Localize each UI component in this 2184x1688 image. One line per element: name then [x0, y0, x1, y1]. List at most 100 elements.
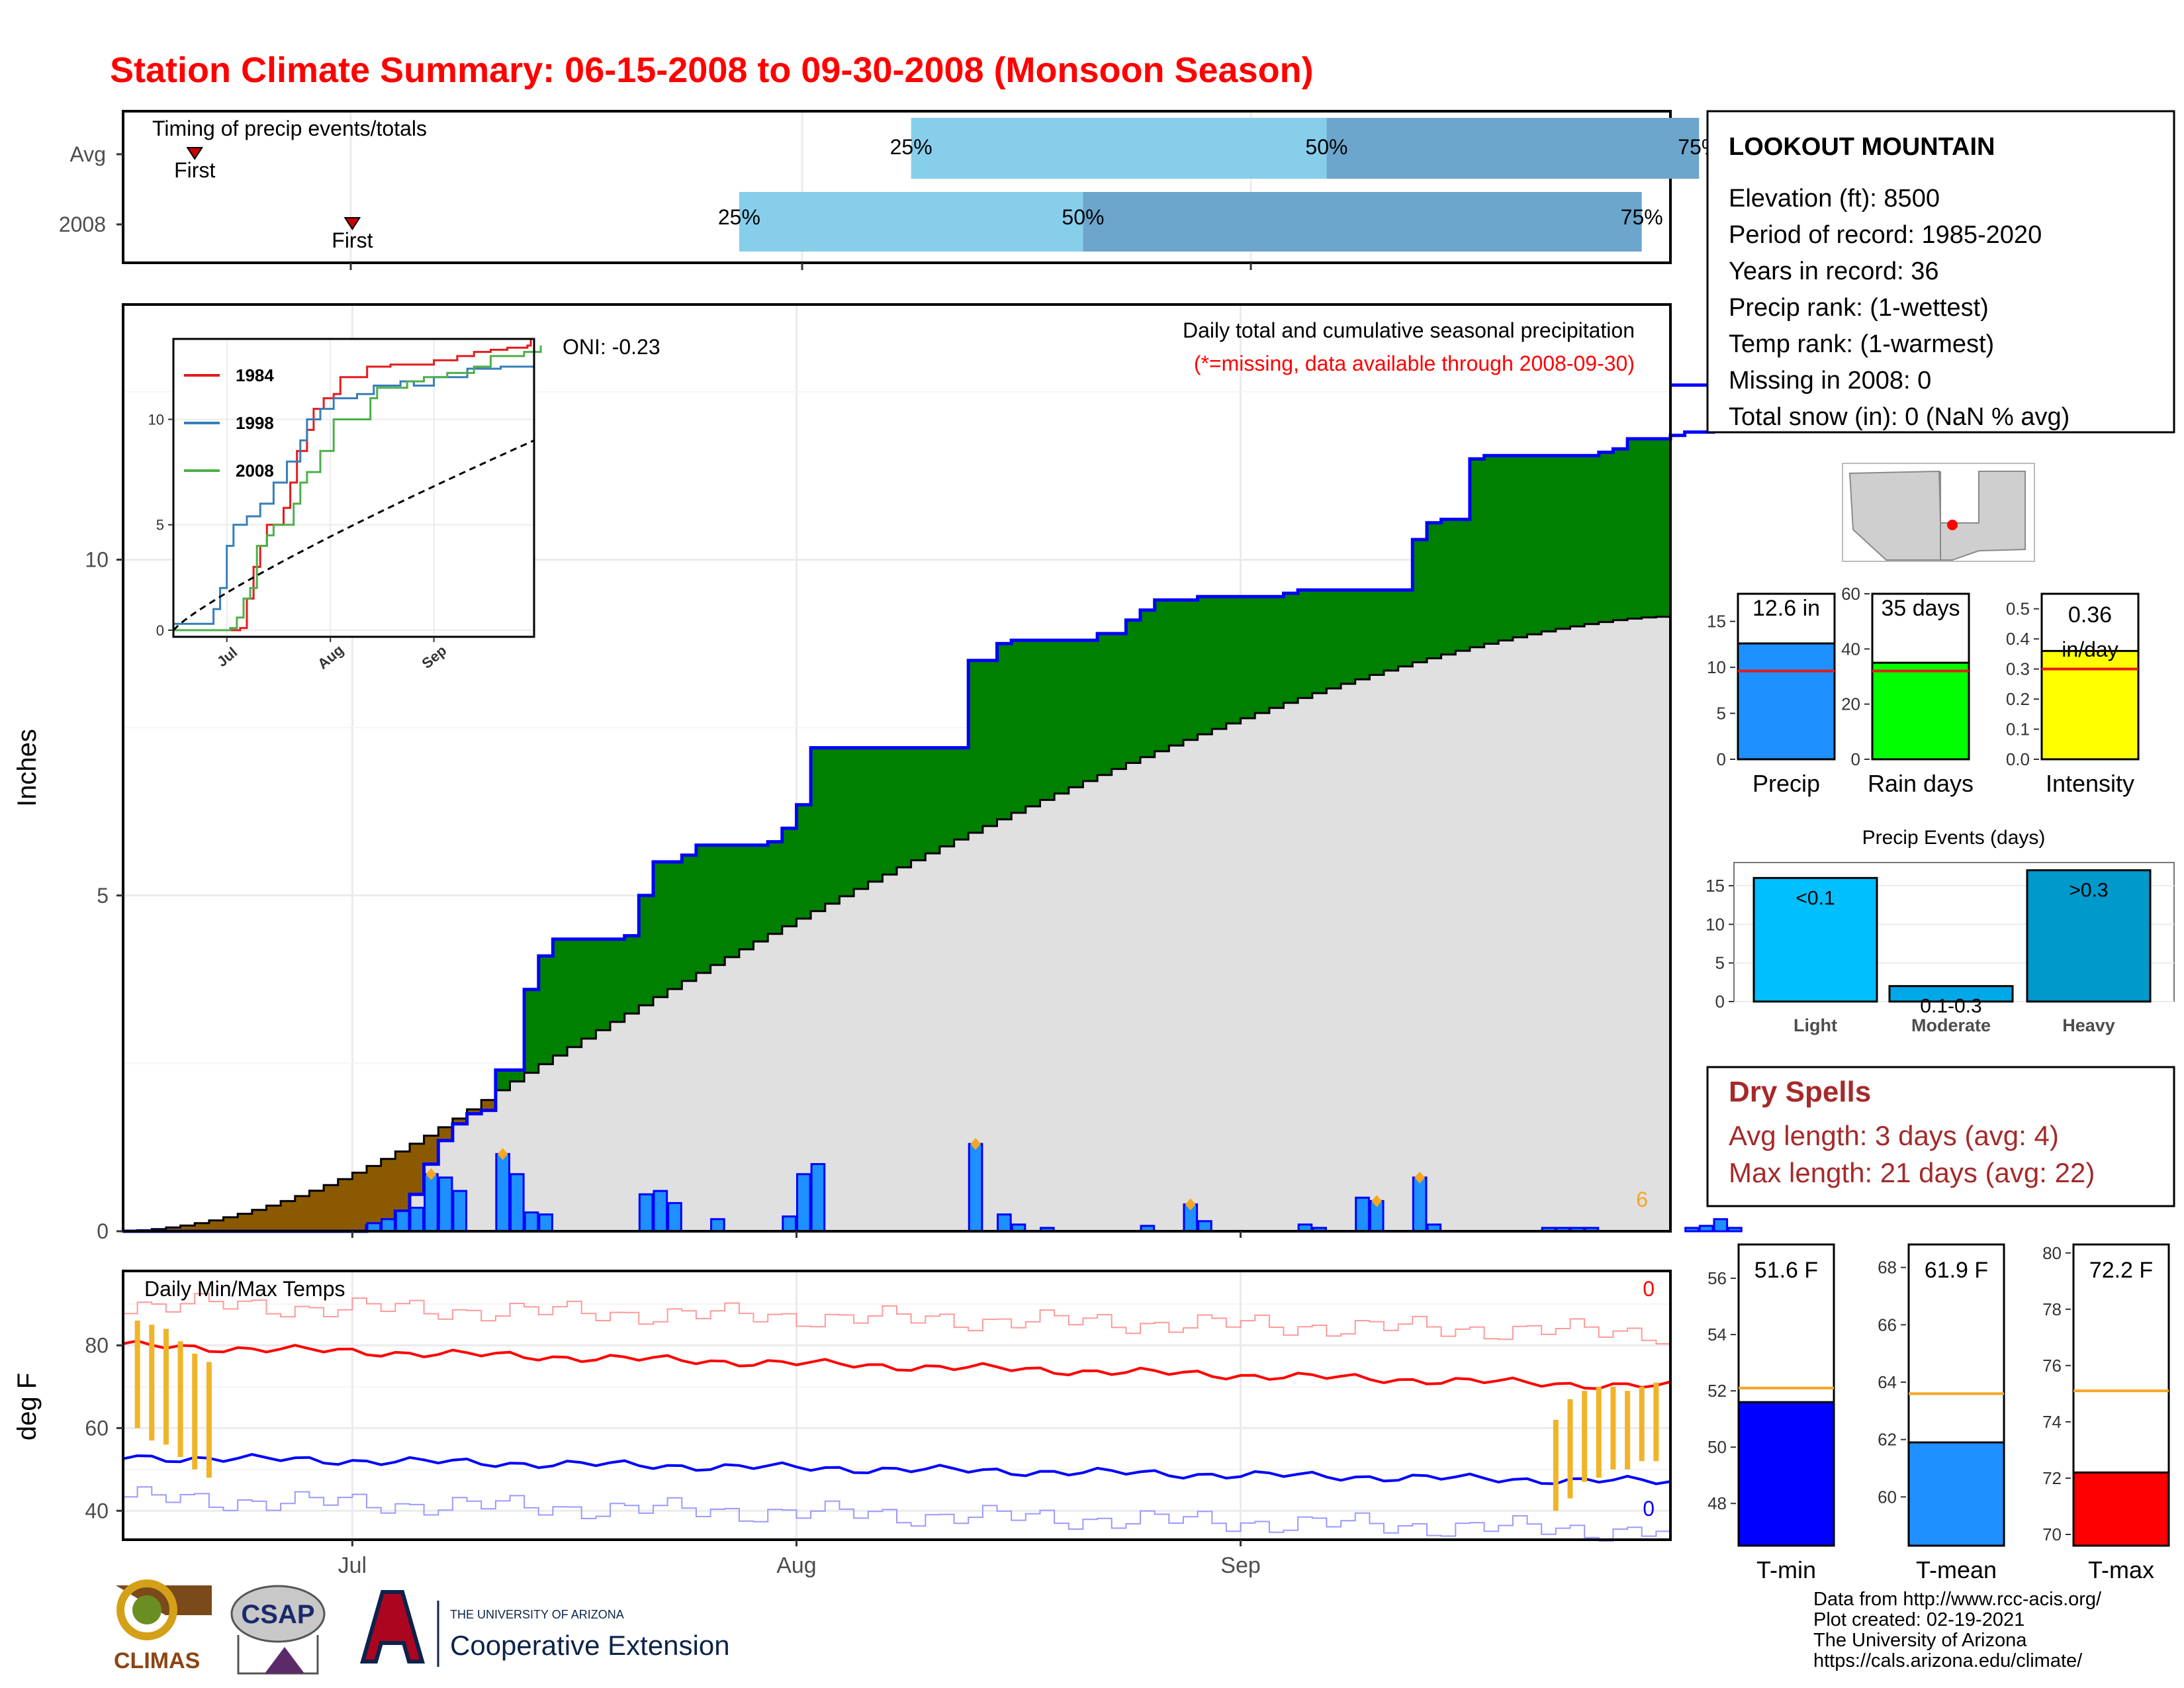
- inset-legend-label-1998: 1998: [236, 413, 274, 433]
- oni-label: ONI: -0.23: [563, 335, 660, 359]
- summary-bar-name-2: Intensity: [2046, 770, 2134, 797]
- temps-count-top: 0: [1643, 1277, 1655, 1301]
- summary-tick-label-2-0.1: 0.1: [2006, 720, 2030, 739]
- daily-precip-bar-7: [495, 1152, 511, 1233]
- footer-credits: Data from http://www.rcc-acis.org/ Plot …: [1813, 1589, 2102, 1671]
- timing-bar-q25-q50-2008: [739, 192, 1083, 252]
- temp-tick-label-2-80: 80: [2042, 1243, 2062, 1263]
- station-years: Years in record: 36: [1729, 258, 1939, 285]
- temps-panel-title: Daily Min/Max Temps: [144, 1277, 345, 1301]
- footer-plot-created: Plot created: 02-19-2021: [1813, 1609, 2025, 1630]
- precip-y-tick-label-10: 10: [85, 548, 109, 572]
- anomaly-temp-bar-7: [1567, 1399, 1573, 1499]
- inset-line-1984: [173, 339, 532, 632]
- temp-bar-name-0: T-min: [1756, 1556, 1816, 1583]
- events-bar-label-light: <0.1: [1796, 887, 1835, 909]
- timing-bar-q50-q75-Avg: [1326, 118, 1700, 179]
- summary-bar-1: [1871, 661, 1970, 761]
- daily-precip-bar-37: [1713, 1218, 1729, 1233]
- anomaly-temp-bar-6: [1553, 1419, 1559, 1511]
- station-name: LOOKOUT MOUNTAIN: [1729, 133, 1995, 161]
- timing-panel: 25%50%75%FirstLast25%50%75%FirstLast Tim…: [59, 110, 1720, 270]
- timing-panel-title: Timing of precip events/totals: [152, 117, 427, 140]
- timing-pct-label-2008-2: 75%: [1621, 205, 1663, 229]
- precip-y-tick-label-0: 0: [97, 1219, 109, 1243]
- summary-tick-label-2-0.5: 0.5: [2006, 599, 2030, 619]
- temp-tick-label-1-68: 68: [1878, 1258, 1897, 1278]
- temp-bar-name-1: T-mean: [1916, 1556, 1997, 1583]
- timing-bar-q50-q75-2008: [1083, 192, 1642, 252]
- daily-precip-bar-6: [452, 1190, 468, 1233]
- summary-bar-charts: 0 5 10 15 12.6 in Precip 0 20 40 60 35 days Rain da…: [1707, 584, 2140, 797]
- page-title: Station Climate Summary: 06-15-2008 to 0…: [110, 50, 1314, 90]
- events-bar-label-heavy: >0.3: [2069, 880, 2108, 902]
- summary-tick-label-2-0.4: 0.4: [2006, 629, 2030, 649]
- dry-spells-avg: Avg length: 3 days (avg: 4): [1729, 1120, 2059, 1151]
- inset-average-line: [172, 439, 535, 632]
- daily-precip-bar-29: [1412, 1176, 1428, 1233]
- ua-logo-top-text: THE UNIVERSITY OF ARIZONA: [450, 1608, 624, 1621]
- inset-y-tick-label-5: 5: [156, 517, 164, 534]
- anomaly-temp-bar-12: [1639, 1386, 1645, 1462]
- daily-precip-bar-3: [409, 1206, 425, 1233]
- temps-panel-frame: [122, 1270, 1672, 1541]
- timing-row-label-avg: Avg: [69, 142, 106, 166]
- summary-bar-2: [2040, 649, 2140, 761]
- month-label-0: Jul: [338, 1553, 367, 1578]
- summary-bar-name-1: Rain days: [1868, 770, 1974, 797]
- daily-precip-bar-9: [523, 1211, 539, 1233]
- station-elevation: Elevation (ft): 8500: [1729, 185, 1940, 212]
- station-snow: Total snow (in): 0 (NaN % avg): [1729, 403, 2070, 431]
- daily-max-marker-4: [1371, 1195, 1383, 1207]
- summary-tick-label-2-0: 0.0: [2006, 749, 2030, 769]
- daily-max-marker-0: [426, 1168, 437, 1180]
- temp-tick-label-1-60: 60: [1878, 1487, 1897, 1507]
- daily-precip-bar-10: [538, 1213, 553, 1233]
- daily-precip-bar-17: [810, 1163, 826, 1233]
- temp-tick-label-2-74: 74: [2042, 1412, 2062, 1432]
- temps-y-axis-label: deg F: [13, 1373, 42, 1440]
- daily-precip-bar-15: [782, 1215, 797, 1233]
- temp-value-label-1: 61.9 F: [1925, 1258, 1988, 1283]
- daily-max-marker-2: [970, 1138, 981, 1150]
- inset-legend-label-1984: 1984: [236, 365, 274, 385]
- summary-tick-label-1-40: 40: [1841, 639, 1860, 659]
- temp-tick-label-2-72: 72: [2042, 1468, 2062, 1488]
- dry-spells-title: Dry Spells: [1729, 1076, 1871, 1108]
- timing-bar-q25-q50-Avg: [911, 118, 1327, 179]
- footer-website: https://cals.arizona.edu/climate/: [1813, 1650, 2083, 1671]
- daily-precip-bar-27: [1355, 1196, 1370, 1233]
- timing-pct-label-2008-0: 25%: [718, 205, 760, 229]
- temp-tick-label-1-64: 64: [1878, 1372, 1897, 1392]
- daily-max-marker-1: [497, 1148, 508, 1160]
- events-tick-label-15: 15: [1706, 876, 1725, 896]
- missing-count-label: 6: [1636, 1188, 1648, 1211]
- daily-precip-bar-13: [667, 1201, 682, 1233]
- footer-university: The University of Arizona: [1813, 1630, 2027, 1651]
- temp-value-label-2: 72.2 F: [2089, 1258, 2153, 1283]
- daily-precip-bar-11: [638, 1193, 654, 1233]
- summary-tick-label-0-15: 15: [1707, 612, 1726, 632]
- inset-line-1998: [173, 364, 535, 625]
- month-label-2: Sep: [1220, 1553, 1261, 1578]
- daily-max-marker-3: [1185, 1198, 1196, 1211]
- summary-value-label-0: 12.6 in: [1752, 596, 1820, 621]
- daily-precip-bar-24: [1197, 1220, 1212, 1233]
- daily-precip-bar-5: [437, 1176, 453, 1233]
- station-info-box: LOOKOUT MOUNTAIN Elevation (ft): 8500 Pe…: [1706, 110, 2175, 434]
- summary-tick-label-0-0: 0: [1717, 749, 1726, 769]
- temp-bar-2: [2072, 1471, 2170, 1547]
- anomaly-temp-bar-4: [192, 1353, 198, 1470]
- above-average-area: [495, 438, 1670, 1090]
- precip-panel-frame: [122, 303, 1672, 1233]
- anomaly-temp-bar-13: [1653, 1382, 1659, 1462]
- station-precip-rank: Precip rank: (1-wettest): [1729, 294, 1989, 322]
- anomaly-temp-bar-8: [1582, 1391, 1588, 1482]
- daily-precip-bar-18: [968, 1143, 983, 1233]
- events-category-light: Light: [1794, 1015, 1837, 1035]
- summary-value-unit-2: in/day: [2062, 637, 2118, 661]
- timing-pct-label-Avg-0: 25%: [890, 135, 933, 159]
- temps-y-tick-label-40: 40: [85, 1499, 109, 1523]
- temp-tick-label-2-76: 76: [2042, 1356, 2062, 1376]
